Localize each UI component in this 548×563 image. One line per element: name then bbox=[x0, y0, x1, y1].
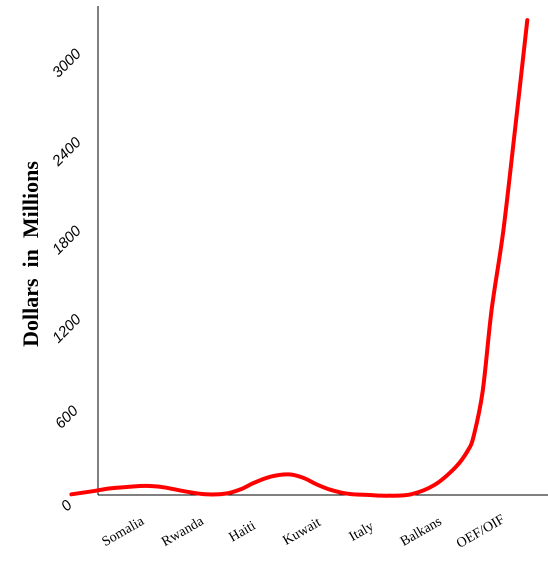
y-tick-label: 2400 bbox=[48, 134, 85, 171]
x-tick-label: Kuwait bbox=[280, 515, 323, 549]
x-tick-label: OEF/OIF bbox=[454, 512, 507, 552]
axes bbox=[97, 6, 548, 496]
x-tick-label: Italy bbox=[347, 519, 377, 545]
y-tick-label: 600 bbox=[52, 402, 82, 432]
y-axis-label: Dollars in Millions bbox=[18, 161, 43, 347]
x-tick-label: Rwanda bbox=[159, 514, 207, 550]
y-tick-label: 0 bbox=[58, 496, 76, 514]
y-tick-label: 1200 bbox=[49, 311, 85, 347]
series-line-0 bbox=[69, 18, 530, 498]
series-group bbox=[69, 18, 530, 498]
x-ticks: Somalia Rwanda Haiti Kuwait Italy Balkans OEF/… bbox=[100, 512, 508, 552]
y-tick-label: 3000 bbox=[49, 45, 85, 81]
x-tick-label: Haiti bbox=[227, 518, 259, 545]
x-tick-label: Balkans bbox=[398, 514, 445, 550]
y-ticks: 0 600 1200 1800 2400 3000 bbox=[48, 45, 85, 515]
x-tick-label: Somalia bbox=[100, 514, 148, 550]
y-tick-label: 1800 bbox=[49, 222, 85, 258]
